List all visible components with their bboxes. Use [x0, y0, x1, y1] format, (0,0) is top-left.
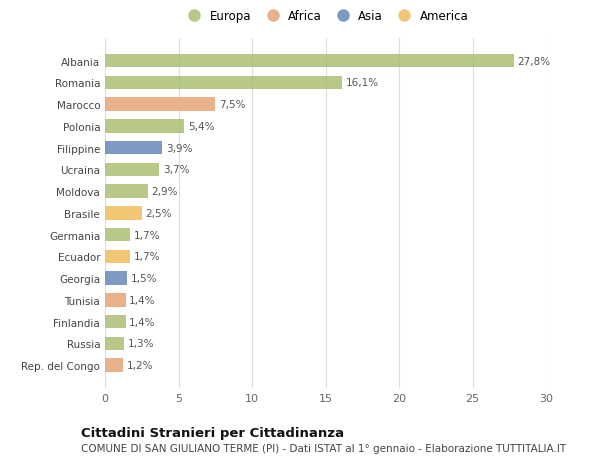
Bar — [105, 250, 130, 263]
Text: 1,2%: 1,2% — [127, 360, 153, 370]
Bar — [105, 272, 127, 285]
Bar — [105, 98, 215, 112]
Bar — [105, 120, 184, 134]
Bar — [105, 55, 514, 68]
Text: 7,5%: 7,5% — [219, 100, 245, 110]
Text: 2,5%: 2,5% — [145, 208, 172, 218]
Text: 5,4%: 5,4% — [188, 122, 215, 132]
Text: Cittadini Stranieri per Cittadinanza: Cittadini Stranieri per Cittadinanza — [81, 426, 344, 439]
Bar — [105, 163, 160, 177]
Bar — [105, 337, 124, 350]
Bar — [105, 358, 122, 372]
Text: 3,9%: 3,9% — [166, 143, 193, 153]
Text: 1,4%: 1,4% — [129, 295, 156, 305]
Text: 1,3%: 1,3% — [128, 339, 154, 348]
Bar — [105, 229, 130, 242]
Text: 1,4%: 1,4% — [129, 317, 156, 327]
Bar — [105, 77, 341, 90]
Text: 1,5%: 1,5% — [131, 274, 157, 284]
Text: COMUNE DI SAN GIULIANO TERME (PI) - Dati ISTAT al 1° gennaio - Elaborazione TUTT: COMUNE DI SAN GIULIANO TERME (PI) - Dati… — [81, 443, 566, 453]
Bar — [105, 207, 142, 220]
Text: 3,7%: 3,7% — [163, 165, 190, 175]
Text: 27,8%: 27,8% — [517, 56, 550, 67]
Text: 1,7%: 1,7% — [134, 252, 160, 262]
Bar — [105, 315, 125, 329]
Text: 2,9%: 2,9% — [151, 187, 178, 197]
Bar — [105, 142, 163, 155]
Text: 16,1%: 16,1% — [346, 78, 379, 88]
Bar — [105, 185, 148, 198]
Legend: Europa, Africa, Asia, America: Europa, Africa, Asia, America — [182, 10, 469, 23]
Text: 1,7%: 1,7% — [134, 230, 160, 240]
Bar — [105, 293, 125, 307]
